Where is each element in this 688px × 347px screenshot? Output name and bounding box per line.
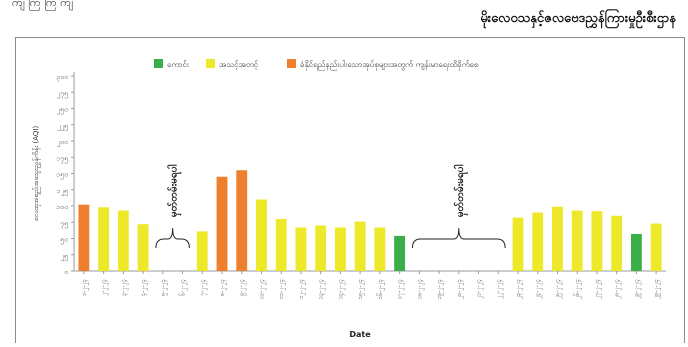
bar: [591, 211, 603, 271]
bar: [611, 215, 623, 271]
bar: [137, 224, 149, 271]
bar: [216, 176, 228, 271]
cropped-text-fragment: ကျ ကြ ကြ ကျ: [12, 0, 73, 9]
aqi-bar-chart: ကောင်း အသင့်အတင့် ခံနိုင်ရည်နည်းပါးသောအုပ်…: [32, 59, 666, 339]
y-tick-label: ၁၅၀: [56, 171, 68, 180]
x-tick-label: ၂၉-၂-၂၄: [633, 278, 641, 299]
legend-label: ကောင်း: [167, 59, 190, 69]
y-tick-label: ၇၅: [60, 219, 68, 228]
x-tick-label: ၂၈-၂-၂၄: [614, 278, 622, 299]
legend-swatch: [154, 59, 163, 68]
bar: [512, 217, 524, 271]
annotation-label: မှတ်တမ်းမရပါ: [167, 165, 183, 218]
page-title: မိုးလေဝသနှင့်ဇလဗေဒညွှန်ကြားမှုဦးစီးဌာန: [480, 11, 676, 26]
y-tick-label: ၂၀၀: [56, 138, 68, 147]
annotation-brace: [155, 227, 190, 249]
y-axis-label: လေထုအရည်အသွေးညွှန်ကိန်း (AQI): [32, 126, 41, 222]
x-tick-label: ၃-၂-၂၄: [120, 278, 128, 297]
y-tick-label: ၅၀: [60, 236, 68, 245]
y-tick-label: ၀: [64, 268, 68, 276]
legend-label: အသင့်အတင့်: [219, 59, 258, 70]
bar: [532, 212, 544, 271]
x-tick-label: ၂၃-၂-၂၄: [515, 278, 523, 299]
x-tick-label: ၈-၂-၂၄: [219, 278, 227, 296]
x-tick-label: ၂၅-၂-၂၄: [554, 278, 562, 299]
x-tick-label: ၁၄-၂-၂၄: [337, 278, 345, 300]
x-tick-label: ၂၂-၂-၂၄: [495, 278, 503, 298]
y-tick-label: ၂၇၅: [56, 89, 68, 98]
bar: [117, 210, 129, 271]
bar: [256, 199, 267, 271]
bar: [374, 227, 386, 271]
x-tick-label: ၁၂-၂-၂၄: [298, 278, 306, 300]
x-tick-label: ၂၄-၂-၂၄: [535, 278, 543, 299]
top-cropped-text: ကျ ကြ ကြ ကျ: [0, 0, 688, 12]
bar: [552, 206, 563, 271]
y-tick-label: ၁၀၀: [56, 203, 68, 211]
y-tick-label: ၃၀၀: [56, 73, 68, 82]
y-tick-label: ၂၅၀: [56, 106, 68, 115]
x-tick-label: ၂၇-၂-၂၄: [594, 278, 602, 299]
bar: [630, 233, 642, 271]
x-tick-label: ၄-၂-၂၄: [140, 278, 148, 296]
bar: [394, 235, 406, 271]
x-tick-label: ၁-၂-၂၄: [81, 278, 89, 297]
bar: [571, 210, 583, 271]
bar: [98, 207, 110, 271]
x-tick-label: ၇-၂-၂၄: [199, 278, 207, 296]
bar: [650, 223, 662, 271]
x-tick-label: ၁၃-၂-၂၄: [318, 278, 326, 300]
x-tick-label: ၆-၂-၂၄: [179, 278, 188, 296]
bar: [78, 204, 90, 271]
x-tick-label: ၁၈-၂-၂၄: [416, 278, 424, 300]
y-tick-label: ၂၂၅: [56, 122, 68, 131]
bar: [354, 221, 366, 271]
x-tick-label: ၁၇-၂-၂၄: [397, 278, 405, 300]
annotation-label: မှတ်တမ်းမရပါ: [453, 165, 469, 218]
x-tick-label: ၁၁-၂-၂၄: [278, 278, 286, 300]
y-tick-label: ၂၅: [60, 252, 68, 261]
x-axis-label: Date: [349, 330, 371, 339]
x-tick-label: ၂၆-၂-၂၄: [573, 278, 582, 299]
x-tick-label: ၂၁-၂-၂၄: [476, 278, 484, 299]
bar: [275, 219, 287, 271]
legend-label: ခံနိုင်ရည်နည်းပါးသောအုပ်စုများအတွက် ကျန်…: [300, 59, 478, 71]
legend-swatch: [206, 59, 215, 68]
x-tick-label: ၂၀-၂-၂၄: [456, 278, 464, 299]
bar: [334, 227, 346, 271]
x-tick-label: ၂-၂-၂၄: [101, 278, 109, 295]
annotation-brace: [411, 227, 506, 249]
y-tick-label: ၁၂၅: [57, 187, 68, 196]
x-tick-label: ၁၀-၂-၂၄: [258, 278, 266, 300]
bar: [236, 170, 248, 271]
y-tick-label: ၁၇၅: [56, 154, 68, 163]
bar: [295, 227, 307, 271]
chart-panel: ကောင်း အသင့်အတင့် ခံနိုင်ရည်နည်းပါးသောအုပ်…: [15, 37, 685, 343]
x-tick-label: ၂၉-၂-၂၄: [653, 278, 661, 299]
bar: [315, 225, 327, 271]
x-tick-label: ၁၅-၂-၂၄: [357, 278, 365, 300]
bar: [196, 231, 208, 271]
x-tick-label: ၁၉-၂-၂၄: [436, 278, 444, 300]
x-tick-label: ၁၆-၂-၂၄: [376, 278, 385, 300]
x-tick-label: ၅-၂-၂၄: [160, 278, 168, 297]
legend-swatch: [287, 59, 296, 68]
x-tick-label: ၉-၂-၂၄: [239, 278, 247, 296]
